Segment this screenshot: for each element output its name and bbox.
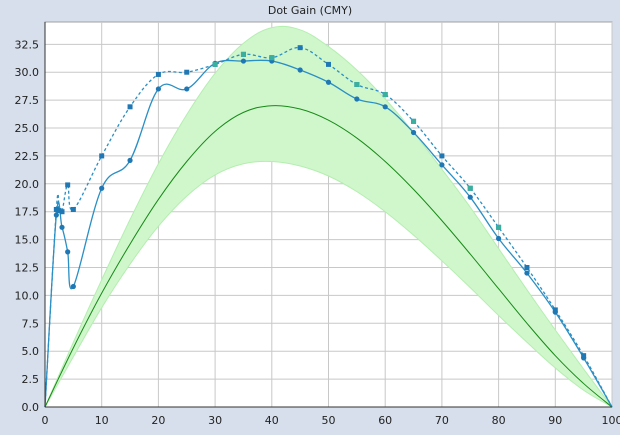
y-tick-label-5: 12.5 [15, 262, 40, 275]
series-2-point-13 [297, 45, 303, 51]
y-tick-label-12: 30.0 [15, 66, 40, 79]
y-tick-label-6: 15.0 [15, 234, 40, 247]
x-tick-label-2: 20 [151, 414, 165, 427]
series-3-point-8 [184, 86, 190, 92]
series-2-point-3 [59, 209, 65, 215]
series-3-point-18 [467, 194, 473, 200]
series-3-point-4 [70, 283, 76, 290]
y-tick-label-3: 7.5 [22, 317, 40, 330]
axis-layer: 0 10 20 30 40 50 60 70 80 90 100 0.0 2.5 5.0 7.5 10.0 12… [15, 22, 620, 427]
series-3-point-21 [552, 309, 558, 315]
series-3-point-22 [581, 355, 587, 361]
series-3-point-2 [59, 224, 65, 230]
x-tick-label-5: 50 [322, 414, 336, 427]
series-2-point-8 [155, 71, 161, 77]
series-3-point-20 [524, 270, 530, 276]
series-3-point-16 [410, 129, 417, 136]
y-tick-label-0: 0.0 [22, 401, 40, 414]
x-tick-label-10: 100 [602, 414, 620, 427]
series-2-point-6 [99, 153, 105, 159]
series-3-point-13 [325, 79, 332, 85]
x-tick-label-9: 90 [548, 414, 562, 427]
teal-point-1 [240, 51, 246, 57]
series-2-point-7 [127, 104, 133, 110]
series-3-point-10 [240, 58, 247, 64]
series-3-point-12 [297, 67, 303, 73]
series-2-point-18 [439, 153, 445, 159]
teal-point-5 [411, 118, 417, 124]
teal-point-4 [382, 92, 388, 98]
teal-point-6 [467, 185, 473, 191]
teal-point-2 [269, 55, 275, 61]
series-3-point-17 [439, 162, 445, 168]
x-tick-label-3: 30 [208, 414, 222, 427]
y-tick-label-1: 2.5 [22, 373, 40, 386]
series-3-point-19 [496, 235, 502, 242]
series-line-1 [44, 105, 613, 408]
y-tick-label-2: 5.0 [22, 345, 40, 358]
series-2-point-5 [70, 206, 76, 212]
marker-layer [53, 45, 587, 361]
series-3-point-14 [354, 96, 360, 102]
teal-point-0 [212, 61, 218, 67]
series-3-point-5 [99, 185, 105, 191]
series-2-point-9 [184, 69, 190, 75]
x-tick-label-7: 70 [435, 414, 449, 427]
series-3-point-7 [155, 86, 161, 92]
y-tick-label-8: 20.0 [15, 178, 40, 191]
series-3-point-1 [53, 212, 59, 218]
x-tick-label-1: 10 [95, 414, 109, 427]
teal-point-7 [496, 224, 502, 230]
y-tick-label-10: 25.0 [15, 122, 40, 135]
x-tick-label-4: 40 [265, 414, 279, 427]
series-2-point-4 [65, 182, 71, 188]
x-tick-label-0: 0 [42, 414, 49, 427]
chart-title: Dot Gain (CMY) [268, 4, 352, 17]
x-tick-label-6: 60 [378, 414, 392, 427]
series-3-point-6 [127, 157, 133, 163]
series-2-point-21 [524, 265, 530, 271]
series-3-point-15 [382, 104, 388, 110]
x-tick-label-8: 80 [492, 414, 506, 427]
y-tick-label-11: 27.5 [15, 94, 40, 107]
y-tick-label-9: 22.5 [15, 150, 40, 163]
y-tick-label-13: 32.5 [15, 38, 40, 51]
series-2-point-14 [326, 61, 331, 67]
series-2-point-1 [53, 206, 59, 212]
series-2-point-2 [56, 208, 62, 214]
y-tick-label-4: 10.0 [15, 289, 40, 302]
teal-point-3 [354, 81, 360, 87]
series-3-point-3 [65, 249, 71, 255]
y-tick-label-7: 17.5 [15, 206, 40, 219]
